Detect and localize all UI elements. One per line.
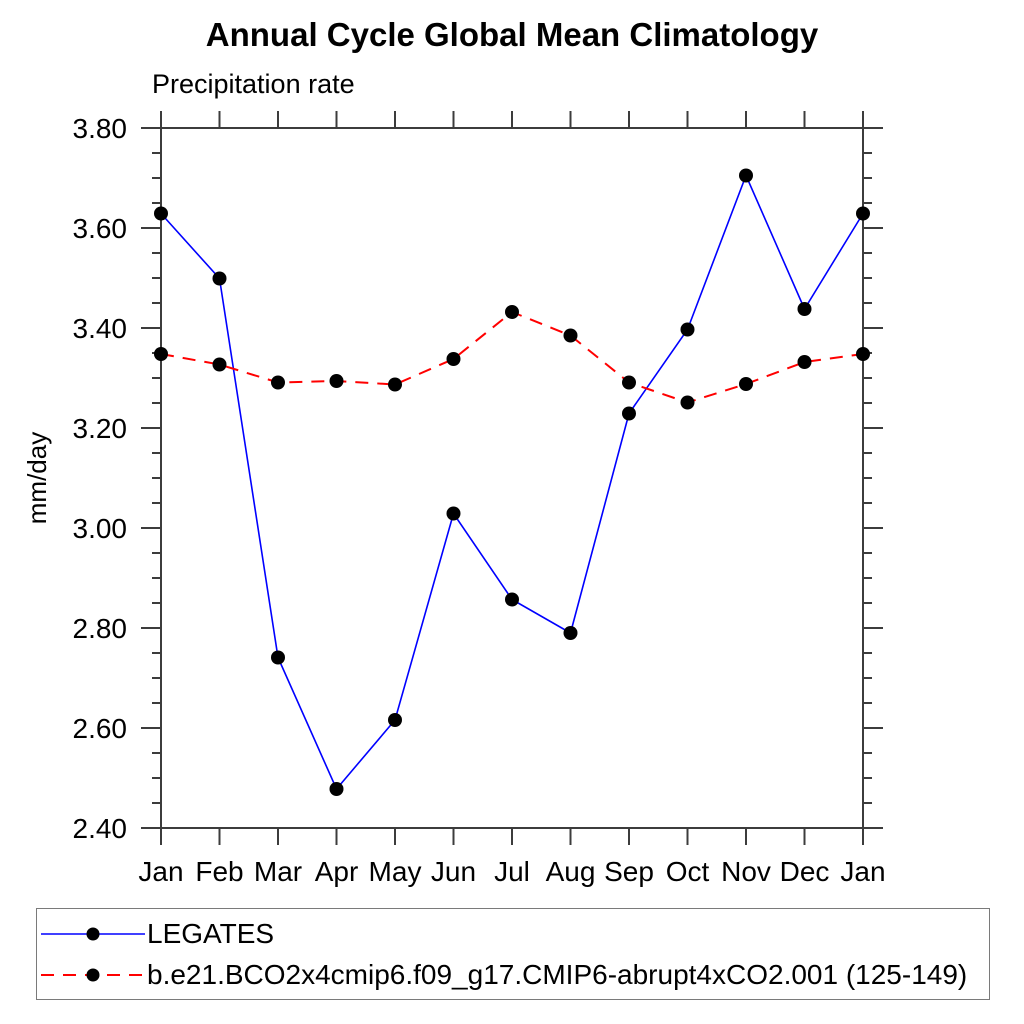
y-tick-label: 3.60: [73, 213, 128, 244]
data-point: [739, 377, 753, 391]
data-point: [856, 206, 870, 221]
chart-title: Annual Cycle Global Mean Climatology: [205, 16, 819, 53]
y-tick-label: 2.60: [73, 713, 128, 744]
data-point: [856, 347, 870, 361]
x-tick-label: Feb: [195, 856, 243, 887]
legend-marker-dot-icon: [86, 968, 100, 981]
data-point: [212, 271, 227, 286]
x-tick-label: Dec: [780, 856, 830, 887]
x-tick-label: Oct: [666, 856, 710, 887]
data-point: [505, 592, 519, 607]
data-point: [329, 782, 344, 796]
chart-subtitle: Precipitation rate: [152, 69, 355, 99]
data-point: [505, 305, 519, 319]
legend-item-model: b.e21.BCO2x4cmip6.f09_g17.CMIP6-abrupt4x…: [41, 955, 989, 995]
x-tick-label: Jan: [840, 856, 885, 887]
data-point: [154, 347, 168, 361]
data-point: [563, 328, 578, 343]
legend-label: LEGATES: [147, 917, 275, 949]
legend-marker-dot-icon: [86, 927, 100, 940]
y-axis-label: mm/day: [22, 432, 52, 524]
x-tick-label: Apr: [315, 856, 359, 887]
data-point: [446, 352, 461, 366]
x-tick-label: May: [369, 856, 422, 887]
data-point: [739, 168, 753, 183]
data-point: [797, 355, 812, 369]
data-point: [271, 375, 285, 390]
data-point: [622, 375, 636, 390]
legend-key-solid-line-icon: [41, 927, 145, 940]
data-point: [563, 626, 578, 640]
y-tick-label: 3.00: [73, 513, 128, 544]
x-tick-label: Jun: [431, 856, 476, 887]
data-point: [388, 713, 402, 727]
y-tick-label: 3.20: [73, 413, 128, 444]
axis-frame: [160, 127, 864, 829]
x-tick-label: Jan: [138, 856, 183, 887]
series-line-1: [160, 310, 864, 404]
data-point: [680, 322, 695, 337]
data-point: [797, 302, 812, 316]
y-tick-label: 2.80: [73, 613, 128, 644]
series-line-0: [160, 173, 864, 791]
x-tick-label: Aug: [546, 856, 596, 887]
y-tick-label: 3.80: [73, 113, 128, 144]
data-point: [212, 357, 227, 372]
legend-item-legates: LEGATES: [41, 914, 989, 954]
x-tick-label: Sep: [604, 856, 654, 887]
x-tick-label: Mar: [254, 856, 302, 887]
legend-box: LEGATES b.e21.BCO2x4cmip6.f09_g17.CMIP6-…: [36, 908, 990, 1000]
data-point: [680, 395, 695, 410]
x-tick-label: Nov: [721, 856, 771, 887]
data-point: [154, 206, 168, 221]
y-tick-label: 3.40: [73, 313, 128, 344]
data-point: [271, 650, 285, 665]
plot-area: Jan Feb Mar Apr May Jun Jul Aug Sep Oct Nov Dec Jan 2…: [22, 111, 886, 887]
data-point: [622, 406, 636, 421]
data-point: [446, 506, 461, 521]
legend-key-dashed-line-icon: [41, 968, 145, 981]
legend-label: b.e21.BCO2x4cmip6.f09_g17.CMIP6-abrupt4x…: [147, 958, 968, 990]
data-point: [388, 377, 402, 392]
data-point: [329, 374, 344, 388]
y-tick-label: 2.40: [73, 813, 128, 844]
x-tick-label: Jul: [494, 856, 530, 887]
